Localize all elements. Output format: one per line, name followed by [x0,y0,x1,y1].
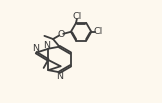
Text: Cl: Cl [72,12,81,21]
Text: N: N [44,41,51,50]
Text: N: N [32,44,39,53]
Text: Cl: Cl [94,27,103,36]
Text: O: O [57,30,65,39]
Text: N: N [56,72,64,81]
